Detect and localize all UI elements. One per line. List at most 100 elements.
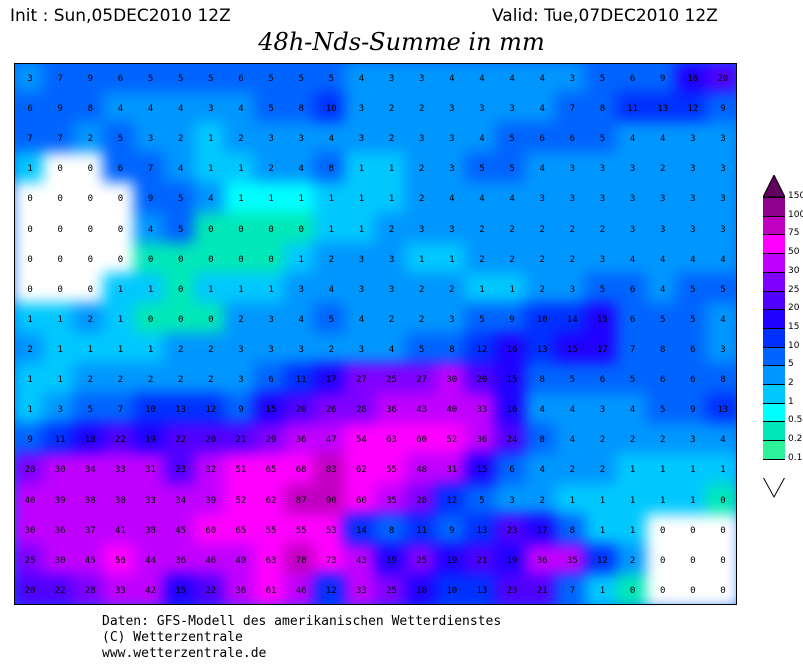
precip-cell xyxy=(43,212,78,247)
precip-value-label: 1 xyxy=(27,164,33,175)
precip-cell xyxy=(344,513,379,548)
precip-cell xyxy=(193,393,228,428)
website-link[interactable]: www.wetterzentrale.de xyxy=(102,646,267,661)
precip-cell xyxy=(585,302,620,337)
legend-label: 0.2 xyxy=(788,434,803,445)
precip-value-label: 3 xyxy=(449,224,455,235)
precip-cell xyxy=(585,333,620,368)
precip-cell xyxy=(344,92,379,127)
precip-cell xyxy=(615,423,650,458)
precip-value-label: 8 xyxy=(599,104,606,115)
precip-value-label: 22 xyxy=(205,585,217,596)
precip-cell xyxy=(645,393,680,428)
precip-cell xyxy=(284,302,319,337)
precip-cell xyxy=(284,423,319,458)
precip-cell xyxy=(404,573,439,604)
precip-cell xyxy=(15,573,48,604)
precip-cell xyxy=(223,272,258,307)
precip-cell xyxy=(73,573,108,604)
precip-value-label: 0 xyxy=(690,525,696,536)
precip-value-label: 46 xyxy=(205,555,217,566)
precip-value-label: 5 xyxy=(599,74,606,84)
precip-value-label: 1 xyxy=(629,495,636,506)
precip-cell xyxy=(495,573,530,604)
precip-value-label: 3 xyxy=(449,104,455,115)
legend-swatch xyxy=(763,458,785,478)
precip-value-label: 41 xyxy=(115,525,126,536)
precip-cell xyxy=(284,543,319,578)
precip-value-label: 1 xyxy=(690,495,696,506)
precip-value-label: 33 xyxy=(145,495,156,506)
legend-swatch xyxy=(763,234,785,254)
precip-cell xyxy=(495,333,530,368)
precip-cell xyxy=(43,242,78,277)
precip-cell xyxy=(254,333,289,368)
precip-cell xyxy=(314,182,349,217)
precip-cell xyxy=(15,182,48,217)
precip-cell xyxy=(645,92,680,127)
precip-cell xyxy=(193,333,228,368)
data-source: Daten: GFS-Modell des amerikanischen Wet… xyxy=(102,614,502,629)
precip-value-label: 2 xyxy=(449,284,455,295)
precip-value-label: 4 xyxy=(659,284,666,295)
precip-cell xyxy=(103,152,138,187)
precip-cell xyxy=(525,363,560,398)
precip-value-label: 1 xyxy=(27,405,33,416)
precip-value-label: 1 xyxy=(659,465,666,476)
precip-value-label: 0 xyxy=(659,525,666,536)
precip-cell xyxy=(615,543,650,578)
precip-value-label: 2 xyxy=(388,104,395,115)
precip-cell xyxy=(374,242,409,277)
precip-cell xyxy=(133,363,168,398)
precip-value-label: 3 xyxy=(599,194,606,205)
precip-value-label: 62 xyxy=(265,495,277,506)
precip-cell xyxy=(254,393,289,428)
precip-value-label: 35 xyxy=(566,555,578,566)
precip-value-label: 4 xyxy=(177,104,184,115)
precip-value-label: 0 xyxy=(720,495,726,506)
precip-cell xyxy=(525,152,560,187)
precip-value-label: 3 xyxy=(418,134,425,145)
precip-cell xyxy=(374,272,409,307)
precip-value-label: 1 xyxy=(629,525,636,536)
precip-cell xyxy=(705,212,736,247)
precip-value-label: 3 xyxy=(418,224,425,235)
legend-label: 2 xyxy=(788,378,794,388)
precip-cell xyxy=(555,152,590,187)
precip-value-label: 55 xyxy=(295,525,307,536)
precip-cell xyxy=(103,423,138,458)
precip-cell xyxy=(495,363,530,398)
precip-cell xyxy=(374,122,409,157)
precip-cell xyxy=(374,513,409,548)
precip-value-label: 26 xyxy=(325,405,337,416)
precip-value-label: 9 xyxy=(27,435,33,446)
precip-cell xyxy=(374,483,409,518)
precip-value-label: 5 xyxy=(629,375,636,386)
precip-value-label: 4 xyxy=(328,284,335,295)
precip-value-label: 2 xyxy=(117,375,124,386)
precip-value-label: 4 xyxy=(358,314,365,325)
precip-value-label: 3 xyxy=(539,194,545,205)
precip-value-label: 2 xyxy=(328,345,335,355)
precip-value-label: 4 xyxy=(388,345,395,355)
precip-value-label: 90 xyxy=(325,495,337,506)
precip-cell xyxy=(344,393,379,428)
precip-cell xyxy=(404,453,439,488)
precip-value-label: 23 xyxy=(506,525,518,536)
precip-cell xyxy=(404,333,439,368)
precip-cell xyxy=(254,302,289,337)
precip-value-label: 36 xyxy=(295,435,307,446)
precip-cell xyxy=(43,363,78,398)
precip-value-label: 7 xyxy=(569,585,576,596)
precip-value-label: 3 xyxy=(418,74,425,84)
precip-value-label: 10 xyxy=(145,405,156,416)
precip-cell xyxy=(163,152,198,187)
precip-value-label: 2 xyxy=(238,314,244,325)
precip-value-label: 2 xyxy=(659,435,666,446)
precip-cell xyxy=(615,453,650,488)
precip-value-label: 4 xyxy=(177,164,184,175)
precip-value-label: 4 xyxy=(539,74,545,84)
precip-cell xyxy=(193,543,228,578)
precip-cell xyxy=(103,453,138,488)
precip-value-label: 0 xyxy=(57,224,63,235)
